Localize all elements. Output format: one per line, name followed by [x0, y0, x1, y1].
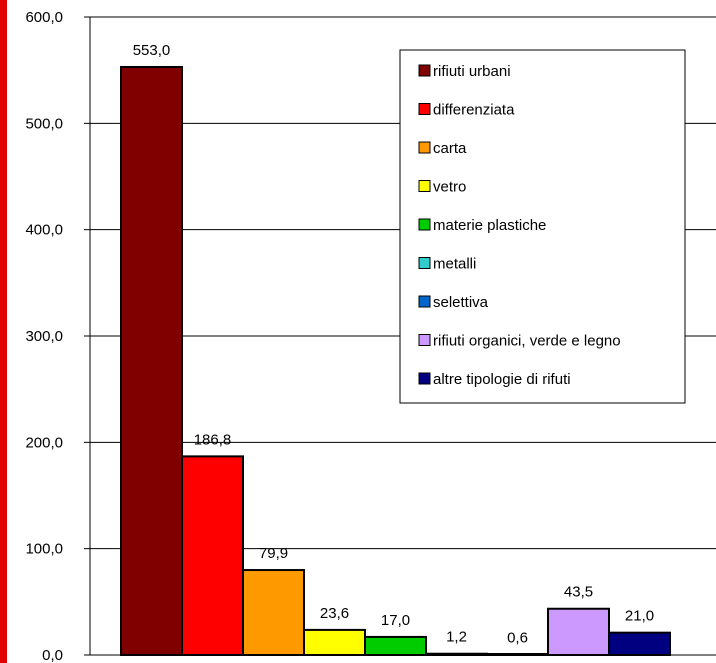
data-label: 21,0	[625, 608, 654, 625]
bar-8	[547, 607, 610, 656]
legend-box	[399, 49, 686, 404]
data-label: 17,0	[381, 612, 410, 629]
y-tick-label: 200,0	[25, 434, 63, 451]
y-axis-ticks: 0,0 100,0 200,0 300,0 400,0 500,0 600,0	[25, 9, 90, 663]
y-tick-label: 100,0	[25, 541, 63, 558]
legend-label: rifiuti urbani	[433, 63, 511, 80]
legend-label: altre tipologie di rifuti	[433, 371, 571, 388]
bar-9	[608, 631, 671, 656]
legend-swatch	[418, 295, 431, 308]
legend-swatch	[418, 64, 431, 77]
legend-swatch	[418, 180, 431, 192]
y-tick-label: 500,0	[25, 115, 63, 132]
y-tick-label: 600,0	[25, 9, 63, 26]
data-label: 1,2	[446, 629, 467, 646]
legend-swatch	[418, 103, 431, 115]
y-tick-label: 300,0	[25, 328, 63, 345]
legend-label: carta	[433, 140, 467, 157]
legend-swatch	[418, 372, 431, 385]
legend-label: metalli	[433, 256, 476, 273]
legend-label: differenziata	[433, 102, 515, 119]
bar-2	[181, 455, 244, 656]
legend-label: materie plastiche	[433, 217, 546, 234]
legend-swatch	[418, 257, 431, 269]
legend-swatch	[418, 141, 431, 154]
bar-3	[242, 569, 305, 657]
legend: rifiuti urbani differenziata carta vetro mat…	[399, 49, 686, 404]
data-label: 79,9	[259, 545, 288, 562]
data-label: 553,0	[133, 42, 171, 59]
legend-swatch	[418, 218, 431, 231]
left-accent-bar	[0, 0, 7, 663]
bars	[120, 65, 671, 657]
bar-1	[120, 65, 183, 656]
data-label: 23,6	[320, 605, 349, 622]
y-tick-label: 400,0	[25, 222, 63, 239]
bar-4	[303, 628, 366, 657]
legend-label: vetro	[433, 179, 466, 196]
data-label: 0,6	[507, 629, 528, 646]
data-labels: 553,0 186,8 79,9 23,6 17,0 1,2 0,6 43,5 21,0	[133, 42, 654, 646]
legend-label: selettiva	[433, 294, 489, 311]
legend-swatch	[418, 334, 431, 346]
data-label: 43,5	[564, 584, 593, 601]
bar-5	[364, 635, 427, 657]
y-tick-label: 0,0	[42, 647, 63, 663]
data-label: 186,8	[194, 431, 232, 448]
legend-label: rifiuti organici, verde e legno	[433, 333, 621, 350]
